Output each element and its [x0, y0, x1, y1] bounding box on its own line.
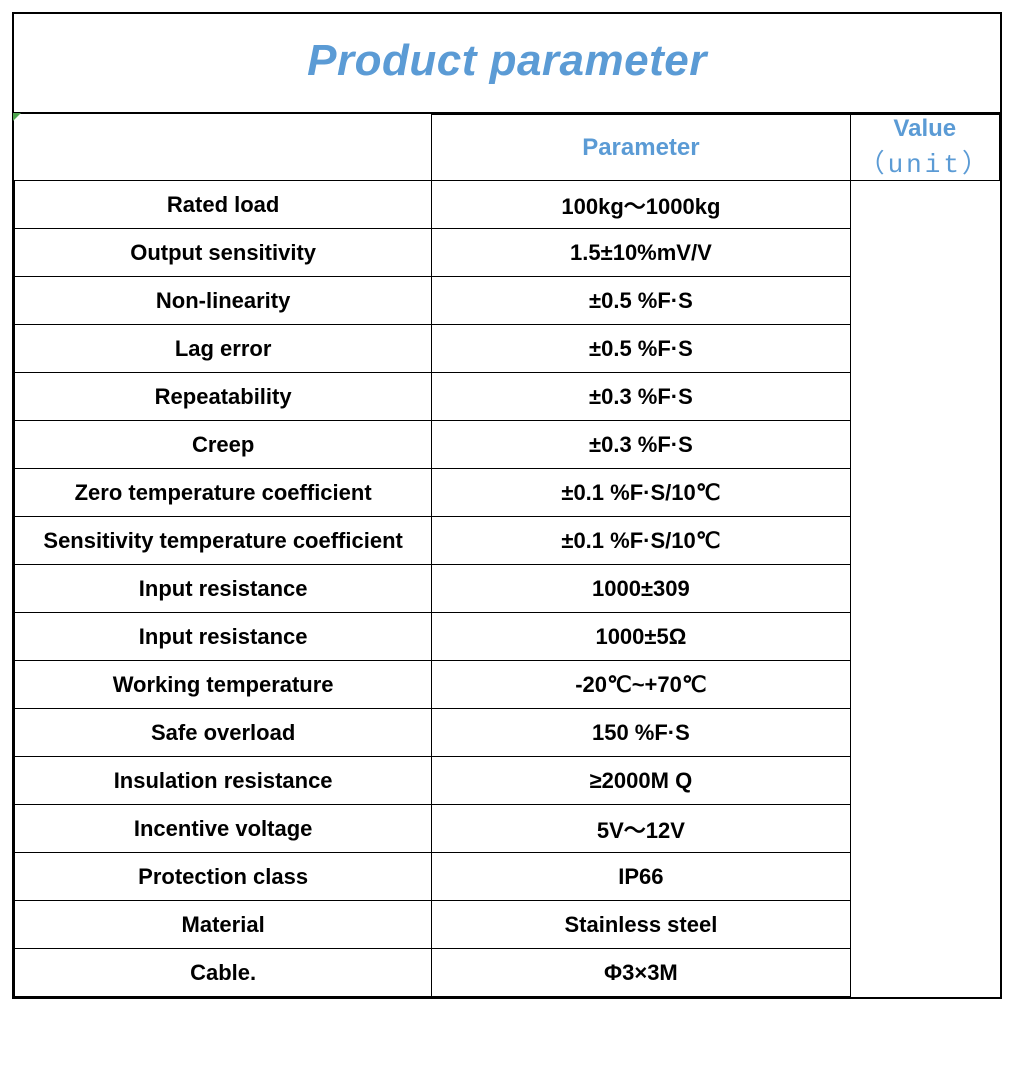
table-body: Rated load100kg～1000kgOutput sensitivity… [15, 181, 1000, 997]
cell-value: 100kg～1000kg [432, 181, 850, 229]
table-row: Safe overload150 %F·S [15, 709, 1000, 757]
table-row: Lag error±0.5 %F·S [15, 325, 1000, 373]
cell-value: 1000±309 [432, 565, 850, 613]
table-row: MaterialStainless steel [15, 901, 1000, 949]
cell-value: Φ3×3M [432, 949, 850, 997]
table-row: Insulation resistance≥2000M Q [15, 757, 1000, 805]
cell-value: ±0.5 %F·S [432, 277, 850, 325]
cell-parameter: Repeatability [15, 373, 432, 421]
cell-value: ±0.3 %F·S [432, 373, 850, 421]
cell-parameter: Safe overload [15, 709, 432, 757]
column-header-parameter: Parameter [432, 115, 850, 181]
cell-value: -20℃~+70℃ [432, 661, 850, 709]
cell-value: IP66 [432, 853, 850, 901]
table-row: Creep±0.3 %F·S [15, 421, 1000, 469]
cell-parameter: Lag error [15, 325, 432, 373]
cell-parameter: Input resistance [15, 565, 432, 613]
cell-value: ±0.3 %F·S [432, 421, 850, 469]
table-row: Sensitivity temperature coefficient±0.1 … [15, 517, 1000, 565]
cell-parameter: Insulation resistance [15, 757, 432, 805]
cell-value: ±0.1 %F·S/10℃ [432, 469, 850, 517]
cell-parameter: Incentive voltage [15, 805, 432, 853]
cell-value: ±0.1 %F·S/10℃ [432, 517, 850, 565]
cell-parameter: Output sensitivity [15, 229, 432, 277]
cell-value: 1000±5Ω [432, 613, 850, 661]
cell-parameter: Cable. [15, 949, 432, 997]
title-row: Product parameter [14, 14, 1000, 114]
cell-parameter: Working temperature [15, 661, 432, 709]
table-row: Non-linearity±0.5 %F·S [15, 277, 1000, 325]
cell-parameter: Rated load [15, 181, 432, 229]
column-header-value-unit: （unit） [859, 150, 991, 180]
table-row: Output sensitivity1.5±10%mV/V [15, 229, 1000, 277]
parameter-box: Product parameter Parameter Value （unit） … [12, 12, 1002, 999]
cell-value: 5V～12V [432, 805, 850, 853]
table-row: Cable.Φ3×3M [15, 949, 1000, 997]
table-row: Input resistance1000±5Ω [15, 613, 1000, 661]
cell-parameter: Zero temperature coefficient [15, 469, 432, 517]
table-header-row: Parameter Value （unit） [15, 115, 1000, 181]
table-row: Input resistance1000±309 [15, 565, 1000, 613]
table-row: Incentive voltage5V～12V [15, 805, 1000, 853]
cell-value: ≥2000M Q [432, 757, 850, 805]
column-header-value: Value （unit） [850, 115, 999, 181]
cell-parameter: Creep [15, 421, 432, 469]
cell-value: Stainless steel [432, 901, 850, 949]
parameter-table: Parameter Value （unit） Rated load100kg～10… [14, 114, 1000, 997]
cell-parameter: Input resistance [15, 613, 432, 661]
page-title: Product parameter [307, 36, 707, 85]
table-row: Working temperature-20℃~+70℃ [15, 661, 1000, 709]
column-header-value-label: Value [893, 115, 956, 142]
cell-parameter: Material [15, 901, 432, 949]
cell-parameter: Protection class [15, 853, 432, 901]
cell-parameter: Non-linearity [15, 277, 432, 325]
table-row: Rated load100kg～1000kg [15, 181, 1000, 229]
cell-value: 150 %F·S [432, 709, 850, 757]
cell-value: 1.5±10%mV/V [432, 229, 850, 277]
column-header-parameter-label: Parameter [582, 134, 699, 161]
cell-parameter: Sensitivity temperature coefficient [15, 517, 432, 565]
table-row: Protection classIP66 [15, 853, 1000, 901]
table-row: Zero temperature coefficient±0.1 %F·S/10… [15, 469, 1000, 517]
table-row: Repeatability±0.3 %F·S [15, 373, 1000, 421]
cell-value: ±0.5 %F·S [432, 325, 850, 373]
